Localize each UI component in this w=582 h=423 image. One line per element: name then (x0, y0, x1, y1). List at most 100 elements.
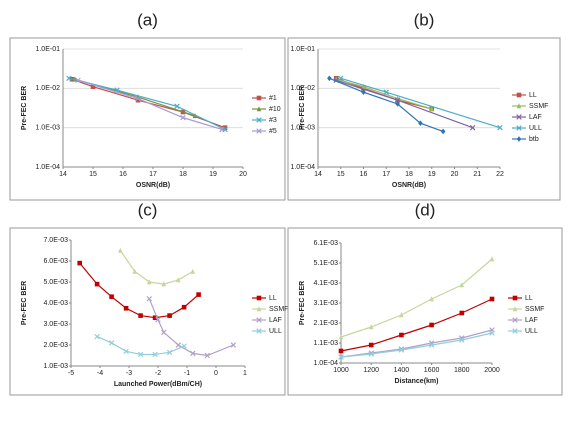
marker (368, 342, 374, 348)
y-tick-label: 1.0E-04 (290, 164, 315, 171)
x-axis-label: Distance(km) (395, 378, 439, 385)
marker (161, 281, 167, 287)
series-line (340, 332, 493, 358)
legend-marker (516, 103, 522, 109)
legend-label: btb (529, 136, 539, 143)
legend-label: SSMF (529, 103, 548, 110)
panel-frame (287, 37, 561, 201)
y-tick-label: 1.0E-03 (290, 125, 315, 132)
legend-label: #1 (269, 95, 277, 102)
x-tick-label: 1000 (333, 367, 349, 374)
marker (459, 337, 465, 343)
x-tick-label: 20 (451, 171, 459, 178)
y-tick-label: 5.0E-03 (43, 279, 68, 286)
marker (395, 101, 400, 107)
marker (429, 322, 434, 328)
marker (176, 277, 181, 283)
y-axis-label: Pre-FEC BER (21, 281, 28, 325)
y-axis-label: Pre-FEC BER (21, 86, 28, 130)
y-axis-label: Pre-FEC BER (299, 281, 306, 325)
x-tick-label: 19 (209, 171, 217, 178)
marker (338, 334, 344, 340)
marker (428, 342, 435, 348)
series-line (340, 258, 493, 338)
marker (383, 89, 389, 95)
legend-label: ULL (525, 328, 538, 335)
legend-label: #10 (269, 106, 281, 113)
marker (190, 268, 196, 274)
y-axis-label: Pre-FEC BER (299, 86, 306, 130)
legend-marker (256, 317, 262, 323)
marker (399, 312, 404, 318)
panel-title: (d) (415, 200, 436, 219)
marker (75, 77, 81, 84)
x-tick-label: 2000 (484, 367, 500, 374)
legend-label: ULL (529, 125, 542, 132)
panel-frame (9, 37, 286, 201)
marker (166, 349, 173, 356)
y-tick-label: 1.0E-04 (313, 360, 338, 367)
marker (219, 126, 225, 133)
marker (175, 342, 182, 348)
x-tick-label: -5 (68, 370, 74, 377)
marker (230, 342, 237, 348)
series-line (340, 329, 493, 358)
marker (77, 260, 82, 266)
legend-label: #5 (269, 128, 277, 135)
x-tick-label: 14 (59, 171, 67, 178)
marker (137, 351, 144, 358)
x-tick-label: 15 (337, 171, 345, 178)
marker (338, 348, 344, 354)
marker (108, 340, 115, 346)
marker (123, 348, 129, 355)
x-tick-label: 21 (473, 171, 481, 178)
legend-marker (256, 95, 262, 101)
series-line (119, 250, 194, 285)
marker (135, 97, 141, 103)
x-tick-label: 1800 (454, 367, 470, 374)
y-tick-label: 1.0E-02 (290, 85, 315, 92)
x-tick-label: 0 (214, 370, 218, 377)
marker (497, 124, 503, 131)
marker (94, 333, 100, 340)
marker (118, 247, 123, 253)
legend-label: ULL (269, 328, 282, 335)
marker (180, 114, 186, 121)
y-tick-label: 5.1E-03 (313, 260, 338, 267)
legend-label: LL (269, 295, 277, 302)
x-tick-label: 1200 (363, 367, 379, 374)
marker (489, 330, 495, 336)
x-tick-label: 18 (179, 171, 187, 178)
legend-marker (256, 328, 262, 334)
legend-label: LL (525, 295, 533, 302)
x-tick-label: 19 (428, 171, 436, 178)
y-tick-label: 2.0E-03 (43, 342, 68, 349)
legend-label: SSMF (525, 306, 544, 313)
marker (459, 310, 465, 316)
x-tick-label: 18 (405, 171, 413, 178)
y-tick-label: 1.0E-02 (35, 85, 60, 92)
legend-marker (512, 317, 518, 323)
marker (161, 329, 167, 336)
marker (327, 75, 332, 82)
x-tick-label: -2 (155, 370, 161, 377)
legend-label: LAF (529, 114, 542, 121)
marker (147, 279, 152, 285)
marker (204, 352, 211, 359)
marker (368, 351, 374, 357)
legend-label: LL (529, 92, 537, 99)
marker (174, 103, 180, 109)
marker (155, 317, 161, 323)
marker (338, 354, 344, 360)
x-axis-label: OSNR(dB) (392, 182, 426, 189)
legend-marker (256, 117, 262, 123)
y-tick-label: 1.1E-03 (313, 340, 338, 347)
legend-marker (516, 92, 522, 98)
y-tick-label: 1.0E-03 (43, 363, 68, 370)
legend-label: LAF (269, 317, 282, 324)
legend-label: #3 (269, 117, 277, 124)
legend-marker (256, 128, 262, 134)
legend-label: LAF (525, 317, 538, 324)
legend-marker (516, 136, 522, 142)
